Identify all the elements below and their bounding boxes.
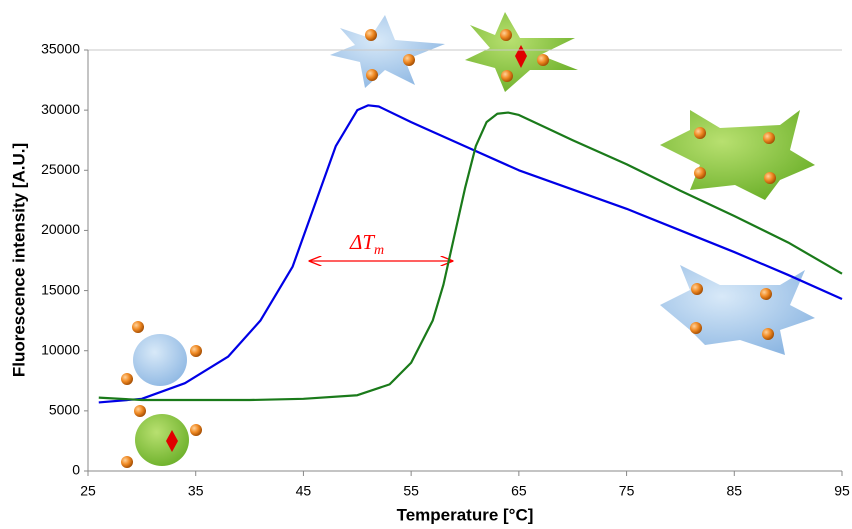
y-tick-label: 30000 bbox=[41, 101, 80, 117]
x-tick-label: 75 bbox=[619, 483, 635, 499]
y-tick-label: 25000 bbox=[41, 161, 80, 177]
x-tick-label: 55 bbox=[403, 483, 419, 499]
y-tick-label: 0 bbox=[72, 462, 80, 478]
x-tick-label: 85 bbox=[726, 483, 742, 499]
annotation-subscript: m bbox=[374, 243, 384, 258]
y-tick-label: 10000 bbox=[41, 341, 80, 357]
x-tick-label: 95 bbox=[834, 483, 850, 499]
y-tick-label: 5000 bbox=[49, 402, 80, 418]
x-axis-title: Temperature [°C] bbox=[397, 505, 534, 524]
x-tick-label: 65 bbox=[511, 483, 527, 499]
x-tick-label: 45 bbox=[296, 483, 312, 499]
illustrations bbox=[121, 12, 815, 468]
y-tick-label: 20000 bbox=[41, 221, 80, 237]
y-tick-label: 35000 bbox=[41, 41, 80, 57]
x-tick-label: 25 bbox=[80, 483, 96, 499]
annotation-text: ΔT bbox=[349, 230, 375, 254]
data-line bbox=[98, 111, 843, 402]
data-line bbox=[98, 104, 843, 404]
annotation: ΔTm bbox=[349, 230, 384, 258]
y-axis-title: Fluorescence intensity [A.U.] bbox=[9, 143, 28, 377]
y-tick-label: 15000 bbox=[41, 281, 80, 297]
x-tick-label: 35 bbox=[188, 483, 204, 499]
